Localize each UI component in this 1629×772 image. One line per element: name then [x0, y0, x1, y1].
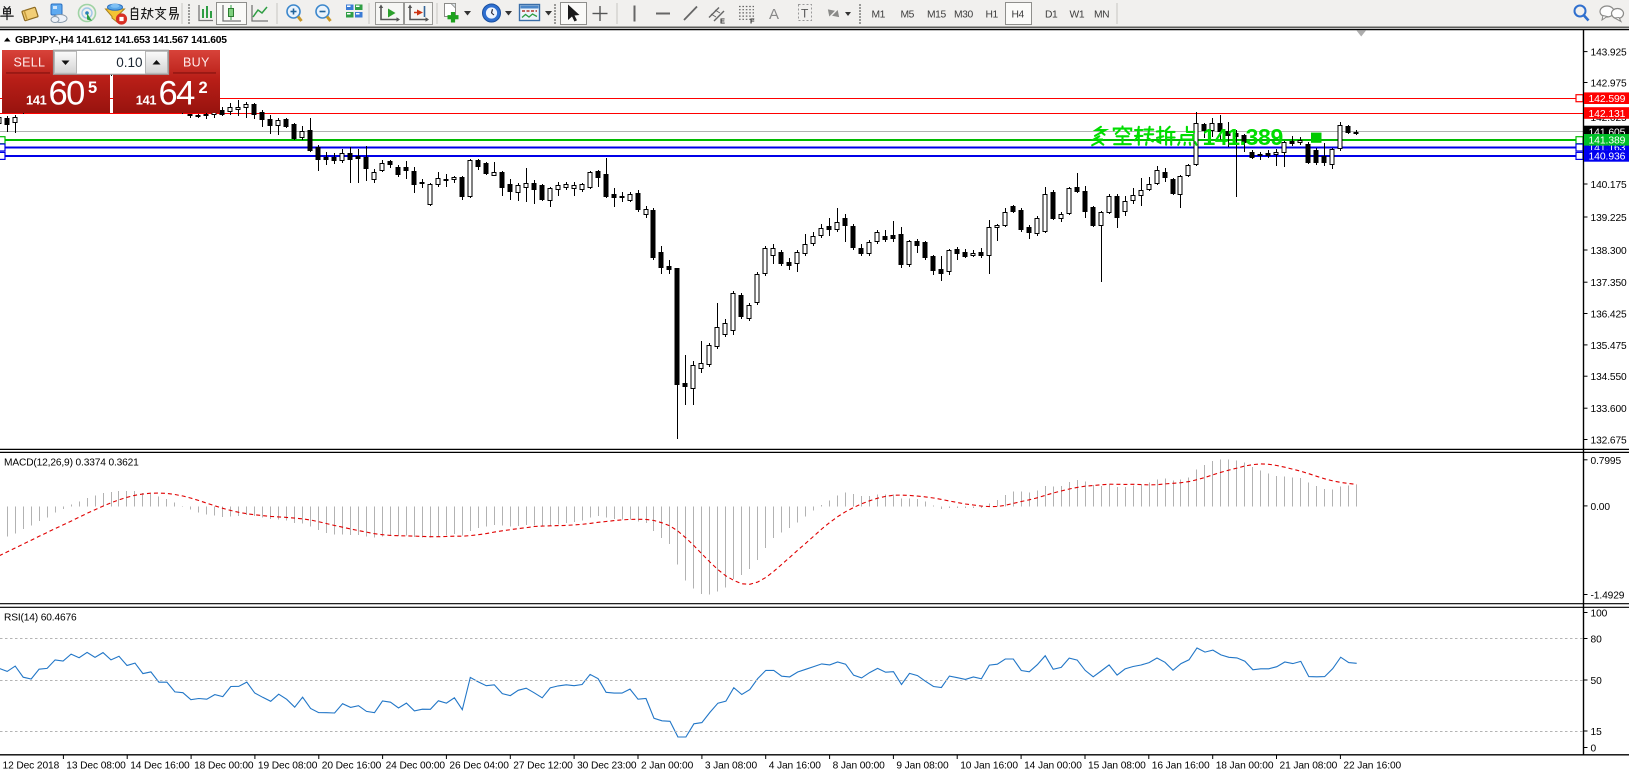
svg-text:137.350: 137.350 — [1591, 278, 1628, 289]
svg-text:64: 64 — [159, 75, 196, 113]
svg-text:141.389: 141.389 — [1589, 136, 1626, 147]
svg-text:135.475: 135.475 — [1591, 341, 1628, 352]
svg-text:2: 2 — [199, 79, 208, 97]
svg-text:A: A — [769, 6, 779, 23]
svg-text:15: 15 — [1591, 727, 1603, 738]
svg-text:143.925: 143.925 — [1591, 48, 1628, 59]
svg-text:13 Dec 08:00: 13 Dec 08:00 — [66, 761, 126, 772]
svg-text:8 Jan 00:00: 8 Jan 00:00 — [833, 761, 886, 772]
svg-text:20 Dec 16:00: 20 Dec 16:00 — [322, 761, 382, 772]
svg-text:139.225: 139.225 — [1591, 213, 1628, 224]
svg-text:50: 50 — [1591, 676, 1603, 687]
svg-text:60: 60 — [49, 75, 85, 113]
svg-text:F: F — [750, 17, 755, 26]
svg-text:24 Dec 00:00: 24 Dec 00:00 — [386, 761, 446, 772]
svg-text:21 Jan 08:00: 21 Jan 08:00 — [1280, 761, 1338, 772]
svg-text:133.600: 133.600 — [1591, 404, 1628, 415]
svg-text:141: 141 — [136, 92, 157, 107]
svg-text:T: T — [801, 7, 809, 21]
svg-text:W1: W1 — [1070, 9, 1085, 20]
svg-text:E: E — [720, 17, 725, 26]
svg-text:26 Dec 04:00: 26 Dec 04:00 — [449, 761, 509, 772]
svg-text:132.675: 132.675 — [1591, 436, 1628, 447]
svg-text:M5: M5 — [901, 9, 915, 20]
svg-text:4 Jan 16:00: 4 Jan 16:00 — [769, 761, 822, 772]
svg-text:16 Jan 16:00: 16 Jan 16:00 — [1152, 761, 1210, 772]
svg-text:12 Dec 2018: 12 Dec 2018 — [3, 761, 60, 772]
svg-text:141.605: 141.605 — [1589, 127, 1626, 138]
svg-text:18 Dec 00:00: 18 Dec 00:00 — [194, 761, 254, 772]
svg-text:140.936: 140.936 — [1589, 152, 1626, 163]
svg-text:141.389: 141.389 — [1203, 124, 1283, 150]
svg-text:134.550: 134.550 — [1591, 372, 1628, 383]
svg-text:142.975: 142.975 — [1591, 79, 1628, 90]
svg-text:142.131: 142.131 — [1589, 109, 1626, 120]
svg-text:M15: M15 — [927, 9, 947, 20]
svg-text:9 Jan 08:00: 9 Jan 08:00 — [896, 761, 949, 772]
svg-text:27 Dec 12:00: 27 Dec 12:00 — [513, 761, 573, 772]
svg-text:18 Jan 00:00: 18 Jan 00:00 — [1216, 761, 1274, 772]
svg-text:142.599: 142.599 — [1589, 94, 1626, 105]
svg-text:80: 80 — [1591, 635, 1603, 646]
svg-text:141: 141 — [26, 92, 47, 107]
svg-text:138.300: 138.300 — [1591, 246, 1628, 257]
svg-text:D1: D1 — [1045, 9, 1058, 20]
svg-text:MACD(12,26,9) 0.3374 0.3621: MACD(12,26,9) 0.3374 0.3621 — [4, 458, 139, 469]
svg-text:14 Jan 00:00: 14 Jan 00:00 — [1024, 761, 1082, 772]
svg-text:M1: M1 — [872, 9, 886, 20]
svg-text:0.00: 0.00 — [1591, 502, 1611, 513]
svg-text:136.425: 136.425 — [1591, 310, 1628, 321]
svg-text:19 Dec 08:00: 19 Dec 08:00 — [258, 761, 318, 772]
svg-text:GBPJPY-,H4 141.612 141.653 14: GBPJPY-,H4 141.612 141.653 141.567 141.6… — [15, 35, 227, 46]
svg-text:30 Dec 23:00: 30 Dec 23:00 — [577, 761, 637, 772]
svg-text:BUY: BUY — [183, 56, 210, 70]
svg-text:10 Jan 16:00: 10 Jan 16:00 — [960, 761, 1018, 772]
svg-text:140.175: 140.175 — [1591, 180, 1628, 191]
svg-text:0: 0 — [1591, 744, 1597, 755]
svg-text:2 Jan 00:00: 2 Jan 00:00 — [641, 761, 694, 772]
svg-text:SELL: SELL — [14, 56, 46, 70]
svg-text:141.163: 141.163 — [1589, 143, 1626, 154]
svg-text:100: 100 — [1591, 609, 1608, 620]
svg-text:MN: MN — [1094, 9, 1109, 20]
svg-text:5: 5 — [88, 79, 97, 97]
svg-text:0.10: 0.10 — [116, 55, 142, 70]
svg-text:0.7995: 0.7995 — [1591, 456, 1622, 467]
svg-text:14 Dec 16:00: 14 Dec 16:00 — [130, 761, 190, 772]
svg-text:RSI(14) 60.4676: RSI(14) 60.4676 — [4, 613, 77, 624]
svg-text:22 Jan 16:00: 22 Jan 16:00 — [1343, 761, 1401, 772]
svg-text:15 Jan 08:00: 15 Jan 08:00 — [1088, 761, 1146, 772]
svg-text:M30: M30 — [954, 9, 974, 20]
svg-text:3 Jan 08:00: 3 Jan 08:00 — [705, 761, 758, 772]
svg-text:H4: H4 — [1012, 9, 1025, 20]
svg-text:-1.4929: -1.4929 — [1591, 591, 1625, 602]
svg-text:H1: H1 — [986, 9, 999, 20]
